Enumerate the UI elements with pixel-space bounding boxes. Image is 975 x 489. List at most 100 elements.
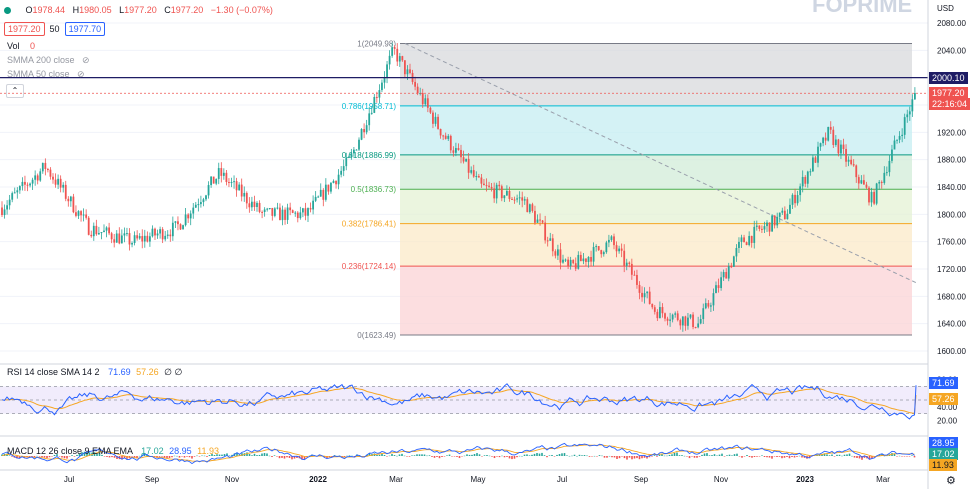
candle-body [704, 303, 707, 309]
macd-histogram-bar [411, 455, 413, 456]
macd-histogram-bar [628, 456, 631, 458]
macd-histogram-bar [56, 454, 58, 456]
countdown-badge: 22:16:04 [929, 98, 971, 110]
macd-histogram-bar [268, 455, 271, 457]
rsi-badge: 71.69 [929, 377, 958, 389]
macd-histogram-bar [468, 454, 471, 456]
candle-body [41, 162, 44, 172]
candle-body [381, 82, 383, 91]
candle-body [837, 139, 840, 154]
macd-histogram-bar [768, 456, 771, 458]
candle-body [516, 198, 518, 200]
currency-label: USD [937, 4, 954, 13]
macd-histogram-bar [383, 454, 386, 456]
candle-body [360, 129, 363, 140]
macd-histogram-bar [721, 453, 723, 456]
time-tick-label: Sep [145, 475, 160, 484]
candle-body [794, 194, 796, 204]
candle-body [34, 175, 37, 180]
macd-histogram-bar [173, 455, 176, 457]
macd-histogram-bar [791, 456, 793, 458]
candle-body [253, 201, 256, 208]
candle-body [681, 316, 684, 326]
macd-histogram-bar [61, 456, 63, 458]
macd-histogram-bar [348, 455, 351, 456]
macd-histogram-bar [211, 453, 213, 456]
macd-histogram-bar [763, 456, 766, 457]
candle-body [324, 184, 327, 200]
macd-histogram-bar [66, 456, 68, 459]
candle-body [783, 210, 786, 220]
candle-body [475, 176, 478, 178]
macd-histogram-bar [523, 454, 526, 456]
candle-body [363, 129, 365, 133]
candle-body [817, 146, 819, 163]
price-tick-label: 1640.00 [937, 320, 966, 329]
candle-body [207, 185, 210, 196]
macd-histogram-bar [776, 456, 778, 458]
candle-body [169, 234, 172, 237]
candle-body [284, 209, 286, 220]
macd-histogram-bar [601, 455, 603, 457]
smma200-legend[interactable]: SMMA 200 close ⊘ [7, 55, 90, 66]
fibonacci-level-label: 0.5(1836.73) [351, 185, 397, 194]
collapse-legend-icon[interactable]: ⌃ [6, 84, 24, 98]
candle-body [149, 236, 151, 242]
candle-body [52, 176, 54, 180]
macd-histogram-bar [513, 456, 516, 459]
eye-hidden-icon[interactable]: ⊘ [77, 69, 85, 79]
macd-histogram-bar [666, 455, 668, 457]
candle-body [850, 159, 853, 165]
candle-body [90, 234, 93, 237]
candle-body [697, 323, 700, 328]
macd-histogram-bar [473, 454, 476, 456]
candle-body [727, 266, 730, 279]
macd-histogram-bar [568, 455, 571, 457]
candle-body [174, 221, 177, 223]
candle-body [8, 199, 11, 206]
fibonacci-zones [400, 43, 912, 336]
macd-pane [1, 442, 916, 465]
macd-histogram-bar [263, 453, 266, 456]
time-tick-label: May [470, 475, 485, 484]
candle-body [95, 225, 98, 235]
macd-histogram-bar [608, 455, 611, 457]
macd-histogram-bar [908, 456, 911, 457]
candle-body [309, 208, 312, 210]
smma50-legend[interactable]: SMMA 50 close ⊘ [7, 69, 85, 80]
macd-histogram-bar [381, 454, 383, 456]
candle-body [791, 194, 794, 205]
macd-histogram-bar [288, 456, 291, 458]
time-tick-label: Jul [64, 475, 74, 484]
rsi-line [1, 383, 917, 420]
candle-body [684, 316, 687, 326]
candle-body [251, 201, 253, 208]
macd-histogram-bar [683, 455, 686, 457]
candle-body [799, 186, 802, 196]
candle-body [822, 137, 824, 144]
macd-histogram-bar [393, 455, 396, 456]
macd-histogram-bar [693, 456, 696, 458]
macd-histogram-bar [41, 456, 43, 458]
candle-body [248, 203, 251, 208]
macd-histogram-bar [843, 454, 846, 456]
candle-body [11, 193, 14, 200]
candle-body [806, 171, 809, 184]
macd-histogram-bar [658, 454, 661, 456]
macd-histogram-bar [588, 456, 591, 457]
macd-histogram-bar [178, 456, 181, 458]
sell-price-button[interactable]: 1977.20 [4, 22, 45, 36]
macd-histogram-bar [846, 454, 848, 456]
candle-body [49, 169, 52, 177]
candle-body [898, 136, 901, 140]
settings-gear-icon[interactable]: ⚙ [946, 475, 956, 487]
macd-histogram-bar [258, 454, 261, 456]
macd-histogram-bar [116, 456, 118, 459]
buy-price-button[interactable]: 1977.70 [64, 22, 106, 36]
time-axis[interactable]: Jul Sep Nov 2022 Mar May Jul Sep Nov 2023 Mar [64, 475, 890, 484]
candle-body [182, 225, 184, 230]
macd-histogram-bar [756, 456, 758, 457]
eye-hidden-icon[interactable]: ⊘ [82, 55, 90, 65]
candle-body [633, 274, 636, 276]
